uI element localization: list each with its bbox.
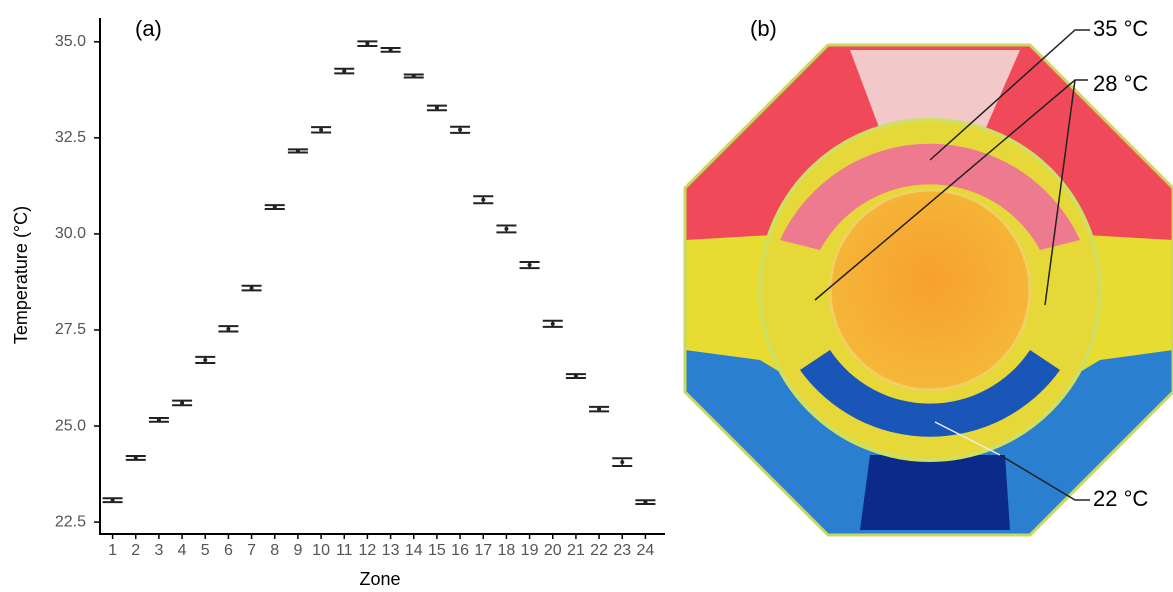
x-tick-label: 7 xyxy=(247,542,256,559)
point xyxy=(134,456,138,460)
x-tick-label: 4 xyxy=(178,542,187,559)
point xyxy=(551,322,555,326)
y-tick-label: 22.5 xyxy=(55,513,86,530)
y-axis-title: Temperature (°C) xyxy=(11,206,31,344)
point xyxy=(157,418,161,422)
x-tick-label: 14 xyxy=(405,542,423,559)
point xyxy=(342,69,346,73)
point xyxy=(180,401,184,405)
point xyxy=(504,227,508,231)
x-tick-label: 5 xyxy=(201,542,210,559)
figure: (a) Zone Temperature (°C) (b) 35 °C 28 °… xyxy=(0,0,1173,592)
thermal-image xyxy=(685,45,1173,535)
point xyxy=(226,327,230,331)
annotation: 22 °C xyxy=(1093,486,1148,511)
point xyxy=(250,286,254,290)
x-tick-label: 22 xyxy=(590,542,608,559)
panel-label: (a) xyxy=(135,16,162,41)
x-axis-title: Zone xyxy=(359,569,400,589)
x-tick-label: 8 xyxy=(270,542,279,559)
y-tick-label: 30.0 xyxy=(55,225,86,242)
x-tick-label: 11 xyxy=(336,542,353,559)
x-tick-label: 23 xyxy=(613,542,631,559)
x-tick-label: 18 xyxy=(498,542,516,559)
point xyxy=(273,205,277,209)
annotation: 35 °C xyxy=(1093,16,1148,41)
point xyxy=(296,149,300,153)
x-tick-label: 6 xyxy=(224,542,233,559)
point xyxy=(481,198,485,202)
point xyxy=(412,74,416,78)
x-tick-label: 15 xyxy=(428,542,446,559)
x-tick-label: 16 xyxy=(451,542,469,559)
y-tick-label: 25.0 xyxy=(55,417,86,434)
point xyxy=(620,460,624,464)
point xyxy=(389,48,393,52)
y-tick-label: 27.5 xyxy=(55,321,86,338)
x-tick-label: 24 xyxy=(637,542,655,559)
point xyxy=(574,374,578,378)
x-tick-label: 2 xyxy=(131,542,140,559)
y-tick-label: 32.5 xyxy=(55,129,86,146)
x-tick-label: 9 xyxy=(293,542,302,559)
point xyxy=(319,128,323,132)
x-tick-label: 17 xyxy=(474,542,492,559)
x-tick-label: 21 xyxy=(567,542,585,559)
x-tick-label: 19 xyxy=(521,542,539,559)
panel-label: (b) xyxy=(750,16,777,41)
point xyxy=(435,106,439,110)
x-tick-label: 1 xyxy=(108,542,117,559)
x-tick-label: 12 xyxy=(359,542,377,559)
x-tick-label: 10 xyxy=(312,542,330,559)
point xyxy=(203,358,207,362)
x-tick-label: 13 xyxy=(382,542,400,559)
point xyxy=(643,500,647,504)
point xyxy=(597,407,601,411)
x-tick-label: 3 xyxy=(154,542,163,559)
point xyxy=(528,263,532,267)
point xyxy=(111,498,115,502)
point xyxy=(458,128,462,132)
annotation: 28 °C xyxy=(1093,71,1148,96)
y-tick-label: 35.0 xyxy=(55,33,86,50)
x-tick-label: 20 xyxy=(544,542,562,559)
point xyxy=(365,42,369,46)
